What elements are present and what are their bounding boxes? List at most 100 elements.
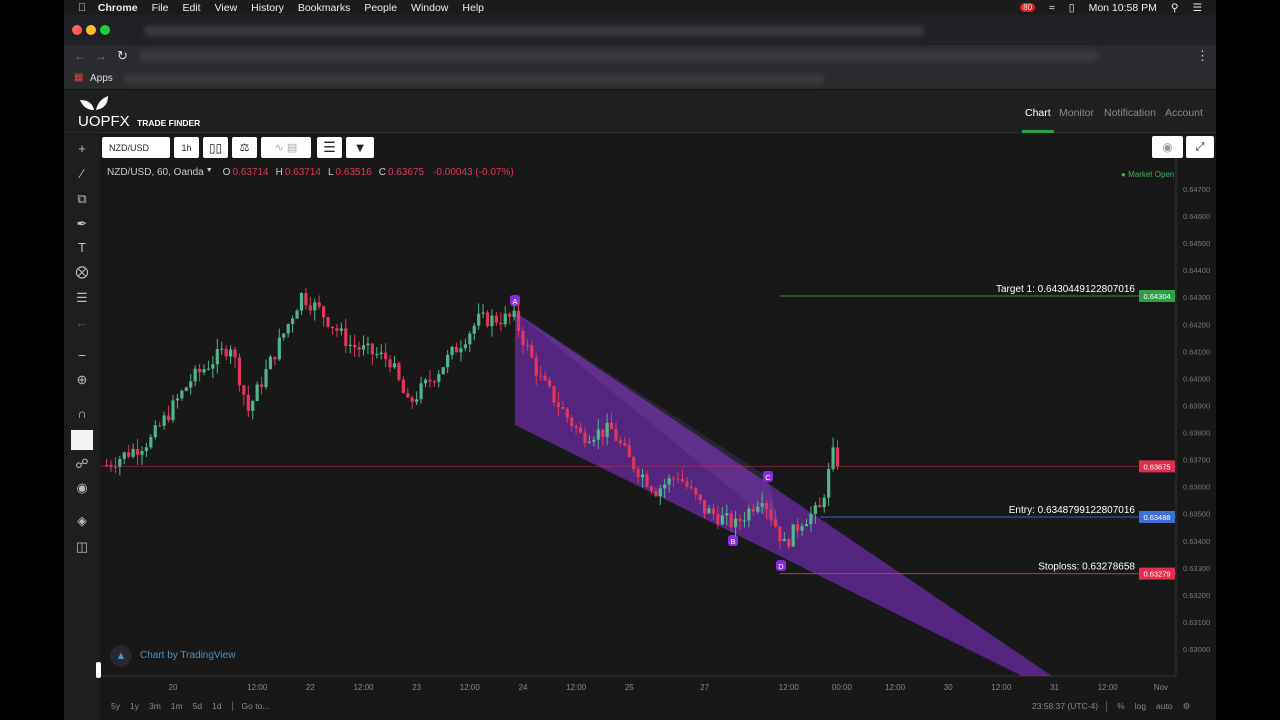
candles-icon[interactable]: ▯▯ (203, 137, 228, 158)
trend-line-icon[interactable]: ∕ (80, 166, 84, 181)
candle-body (330, 326, 335, 329)
pattern-tool-icon[interactable]: ⨂ (75, 264, 89, 279)
nav-account[interactable]: Account (1165, 107, 1203, 119)
candle-body (729, 513, 733, 528)
crosshair-icon[interactable]: + (78, 141, 86, 156)
range-1m[interactable]: 1m (170, 701, 183, 711)
range-1y[interactable]: 1y (129, 701, 139, 711)
menu-edit[interactable]: Edit (174, 1, 200, 14)
compare-icon[interactable]: ⚖ (232, 137, 257, 158)
series-title[interactable]: NZD/USD, 60, Oanda (107, 167, 204, 178)
candle-body (547, 380, 552, 387)
list-icon[interactable]: ☰ (317, 137, 342, 158)
x-tick-label: 12:00 (460, 683, 481, 692)
fib-tool-icon[interactable]: ⧉ (77, 191, 87, 206)
auto-toggle[interactable]: auto (1156, 701, 1173, 711)
close-value: 0.63675 (387, 167, 425, 178)
battery-icon[interactable]: ▯ (1068, 1, 1075, 14)
trash-icon[interactable]: ◫ (75, 539, 89, 554)
range-5y[interactable]: 5y (111, 701, 120, 711)
x-tick-label: 20 (169, 683, 178, 692)
timezone-clock[interactable]: 23:58:37 (UTC-4) (1032, 701, 1108, 712)
menu-view[interactable]: View (206, 1, 238, 14)
layers-icon[interactable]: ◈ (77, 513, 87, 528)
wifi-icon[interactable]: ≈ (1049, 1, 1055, 14)
y-tick-label: 0.63400 (1183, 537, 1210, 546)
candle-body (104, 465, 109, 467)
lock-icon[interactable]: ☍ (75, 456, 89, 471)
menu-history[interactable]: History (243, 1, 284, 14)
filter-icon[interactable]: ▼ (346, 137, 374, 158)
candle-body (175, 398, 180, 401)
candle-body (472, 325, 476, 334)
apps-bookmark[interactable]: Apps (90, 73, 113, 84)
target-price-tag (1139, 290, 1175, 303)
candle-body (685, 481, 689, 487)
menu-people[interactable]: People (356, 1, 397, 14)
goto-button[interactable]: Go to... (231, 701, 269, 711)
price-chart[interactable]: 0.64700 0.64600 0.64500 0.64400 0.64300 0.642… (100, 134, 1216, 720)
log-toggle[interactable]: log (1134, 701, 1147, 711)
apps-grid-icon[interactable]: ▦ (74, 72, 84, 83)
stay-drawing-icon[interactable] (71, 430, 93, 450)
logo[interactable]: UOPFX (78, 96, 138, 130)
forward-icon[interactable]: → (95, 49, 107, 63)
url-field[interactable] (139, 51, 1099, 61)
list-icon[interactable]: ☰ (1192, 1, 1202, 14)
candle-body (379, 352, 383, 355)
range-1d[interactable]: 1d (212, 701, 222, 711)
reload-icon[interactable]: ↻ (117, 48, 128, 63)
fullscreen-icon[interactable]: ⤢ (1186, 136, 1214, 158)
brand-subtitle: TRADE FINDER (137, 118, 201, 128)
range-5d[interactable]: 5d (192, 701, 203, 711)
search-icon[interactable]: ⚲ (1170, 1, 1179, 14)
menu-file[interactable]: File (143, 1, 169, 14)
interval-button[interactable]: 1h (174, 137, 199, 158)
eye-icon[interactable]: ◉ (76, 480, 88, 495)
tradingview-logo-icon[interactable]: ▲ (110, 645, 132, 667)
collapse-handle[interactable] (96, 662, 101, 678)
blurred-bookmarks[interactable] (124, 74, 824, 84)
close-window-button[interactable] (72, 25, 82, 35)
svg-text:UOPFX: UOPFX (78, 113, 130, 128)
text-tool-icon[interactable]: T (78, 240, 86, 255)
brush-icon[interactable]: ✒ (76, 216, 88, 231)
chart-area[interactable]: 0.64700 0.64600 0.64500 0.64400 0.64300 0.642… (100, 134, 1216, 720)
percent-toggle[interactable]: % (1117, 701, 1125, 711)
chevron-down-icon[interactable]: ▼ (205, 167, 213, 174)
minimize-window-button[interactable] (86, 25, 96, 35)
candle-body (623, 443, 627, 446)
menu-app[interactable]: Chrome (90, 1, 138, 14)
blurred-tabs[interactable] (144, 26, 924, 36)
candle-body (255, 384, 259, 401)
more-icon[interactable]: ⋮ (1196, 48, 1209, 63)
apple-icon[interactable]:  (78, 2, 86, 14)
indicators-icon[interactable]: ∿ ▤ (261, 137, 311, 158)
maximize-window-button[interactable] (100, 25, 110, 35)
candle-body (397, 363, 401, 380)
back-icon[interactable]: ← (74, 49, 86, 63)
magnet-icon[interactable]: ∩ (77, 406, 87, 421)
candle-body (667, 478, 671, 485)
menu-help[interactable]: Help (454, 1, 484, 14)
symbol-input[interactable]: NZD/USD (102, 137, 170, 158)
candle-body (583, 432, 587, 443)
clock[interactable]: Mon 10:58 PM (1088, 1, 1157, 14)
nav-monitor[interactable]: Monitor (1059, 107, 1095, 119)
zoom-in-icon[interactable]: ⊕ (76, 372, 88, 387)
notification-badge[interactable]: 80 (1020, 3, 1036, 12)
camera-icon[interactable]: ◉ (1152, 136, 1183, 158)
menu-bookmarks[interactable]: Bookmarks (289, 1, 351, 14)
nav-notification[interactable]: Notification (1104, 107, 1156, 119)
range-3m[interactable]: 3m (148, 701, 161, 711)
menu-window[interactable]: Window (403, 1, 448, 14)
drawing-toolbar: + ∕ ⧉ ✒ T ⨂ ☰ ← ⎯ ⊕ ∩ ☍ ◉ ◈ ◫ (64, 134, 100, 674)
ruler-icon[interactable]: ⎯ (78, 347, 86, 362)
tradingview-attribution[interactable]: Chart by TradingView (140, 650, 236, 661)
nav-chart[interactable]: Chart (1025, 107, 1051, 119)
measure-tool-icon[interactable]: ☰ (76, 290, 88, 305)
candle-body (765, 503, 769, 510)
entry-price-tag-text: 0.63488 (1143, 513, 1170, 522)
settings-icon[interactable]: ⚙ (1182, 701, 1191, 711)
back-arrow-icon[interactable]: ← (75, 315, 89, 330)
